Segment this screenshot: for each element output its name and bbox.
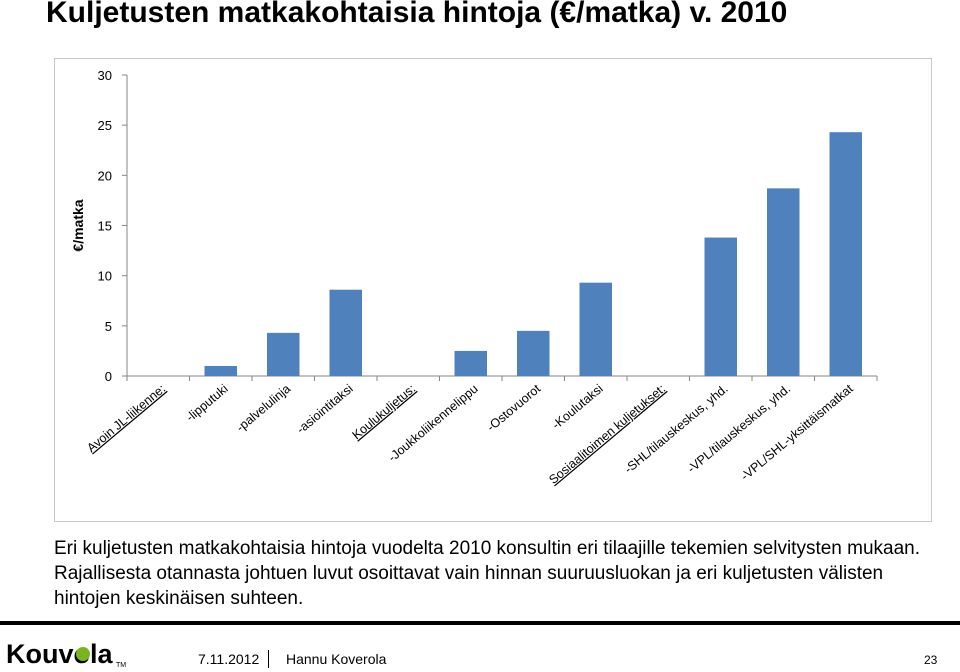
footer-author: Hannu Koverola (286, 651, 387, 667)
bar-chart: 0 5 10 15 20 25 30 €/matka Avoin JL-liikenne: -li… (70, 68, 878, 487)
y-tick-label: 0 (105, 369, 112, 384)
x-tick-label: -lipputuki (183, 382, 230, 425)
page-title: Kuljetusten matkakohtaisia hintoja (€/ma… (46, 0, 788, 29)
x-tick-label: Koulukuljetus: (350, 382, 419, 443)
bar (454, 350, 487, 376)
bar (517, 330, 550, 376)
y-tick-label: 25 (98, 118, 112, 133)
footer-date: 7.11.2012 (198, 651, 260, 667)
bar (204, 365, 237, 376)
y-tick-label: 10 (98, 269, 112, 284)
y-tick-label: 15 (98, 219, 112, 234)
x-tick-label: -Ostovuorot (484, 381, 543, 434)
footer-separator (268, 650, 269, 668)
x-tick-label: -Koulutaksi (549, 382, 605, 432)
logo-green-dot (76, 647, 90, 661)
bar (767, 188, 800, 376)
logo-tm: TM (116, 662, 126, 669)
bar (829, 132, 862, 376)
x-tick-label: -SHL/tilauskeskus, yhd. (622, 382, 731, 477)
bar (329, 289, 362, 376)
y-axis-title: €/matka (70, 199, 86, 251)
footer-divider (0, 621, 960, 625)
x-tick-label: Avoin JL-liikenne: (84, 382, 168, 456)
y-tick-label: 20 (98, 168, 112, 183)
x-tick-label: Sosiaalitoimen kuljetukset: (546, 382, 668, 487)
y-tick-label: 30 (98, 68, 112, 83)
bar (704, 237, 737, 376)
chart-area: 0 5 10 15 20 25 30 €/matka Avoin JL-liikenne: -li… (54, 58, 932, 522)
y-tick-label: 5 (105, 319, 112, 334)
page-number: 23 (924, 653, 938, 667)
x-tick-label: -palvelulinja (234, 382, 294, 435)
x-tick-label: -VPL/tilauskeskus, yhd. (685, 382, 794, 476)
x-tick-label: -asiointitaksi (294, 382, 356, 437)
logo-wordmark: Kouvola (6, 639, 113, 669)
bar (579, 282, 612, 376)
kouvola-logo: Kouvola TM (6, 639, 126, 669)
bar (267, 332, 300, 376)
chart-caption: Eri kuljetusten matkakohtaisia hintoja v… (54, 538, 921, 609)
x-tick-label: -VPL/SHL-yksittäismatkat (738, 381, 856, 483)
